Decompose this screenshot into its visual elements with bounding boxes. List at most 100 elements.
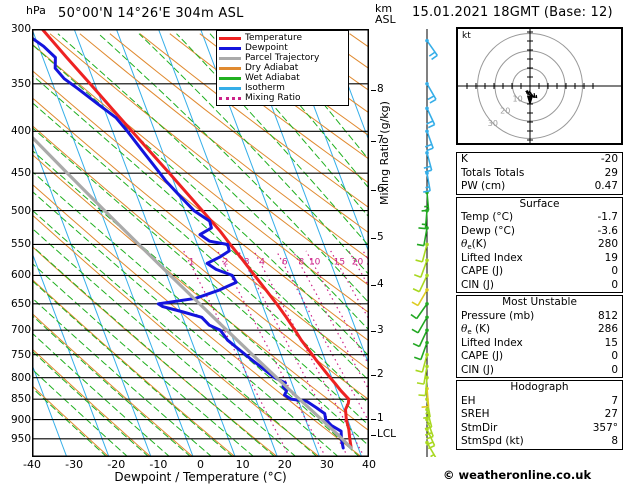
info-row-value: 27	[604, 408, 618, 420]
info-row-key: EH	[461, 394, 476, 407]
info-row-key: Lifted Index	[461, 336, 523, 349]
wind-barb	[416, 364, 429, 385]
lcl-label: LCL	[377, 428, 397, 440]
height-tick-label: 4	[377, 277, 384, 290]
info-row-value: 0	[611, 363, 618, 376]
height-tick	[371, 330, 376, 332]
height-tick-label: 5	[377, 231, 384, 244]
info-panel-surface: Surface Temp (°C) -1.7 Dewp (°C) -3.6 θe(K) 28…	[456, 196, 623, 293]
height-tick	[371, 284, 376, 286]
info-row-value: 286	[597, 323, 618, 335]
info-row-key: K	[461, 153, 468, 165]
temperature-tick-label: -10	[149, 458, 168, 471]
height-unit-line2: ASL	[375, 13, 396, 26]
info-row: SREH 27	[457, 408, 622, 422]
svg-text:8: 8	[299, 257, 305, 267]
info-row-value: 0	[611, 350, 618, 362]
info-row-value: -1.7	[597, 211, 619, 223]
legend-color-swatch	[219, 46, 241, 50]
info-row: Pressure (mb) 812	[457, 310, 622, 324]
wind-barb	[425, 38, 438, 61]
legend-item: Mixing Ratio	[219, 93, 346, 103]
info-row: Dewp (°C) -3.6	[457, 225, 622, 239]
xaxis-title: Dewpoint / Temperature (°C)	[114, 470, 287, 484]
pressure-tick-label: 400	[10, 125, 31, 138]
info-panel-title: Surface	[519, 197, 560, 210]
height-tick	[371, 419, 376, 421]
info-row-key: θe (K)	[461, 323, 491, 336]
svg-text:3: 3	[244, 257, 250, 267]
info-row: K -20	[457, 153, 622, 167]
info-row-key: Temp (°C)	[461, 211, 514, 223]
height-tick-label: 2	[377, 368, 384, 381]
pressure-tick-label: 850	[10, 393, 31, 406]
svg-text:15: 15	[334, 257, 345, 267]
info-row: StmSpd (kt) 8	[457, 435, 622, 449]
wind-barb	[411, 288, 429, 307]
svg-text:20: 20	[352, 257, 364, 267]
wind-barb	[425, 81, 437, 104]
legend-label: Parcel Trajectory	[245, 53, 320, 63]
info-row-key: θe(K)	[461, 238, 487, 251]
info-row: StmDir 357°	[457, 422, 622, 436]
info-row-value: -20	[600, 153, 618, 165]
wind-barb	[412, 328, 429, 348]
info-row-key: CIN (J)	[461, 363, 494, 376]
legend-label: Dewpoint	[245, 43, 288, 53]
datetime-label: 15.01.2021 18GMT (Base: 12)	[412, 5, 613, 20]
temperature-tick-label: 20	[277, 458, 292, 471]
svg-text:10: 10	[309, 257, 321, 267]
temperature-tick-label: -20	[107, 458, 126, 471]
pressure-tick-label: 800	[10, 371, 31, 384]
hodograph-plot: kt 10 20 30	[456, 22, 623, 150]
pressure-tick-label: 900	[10, 413, 31, 426]
svg-text:4: 4	[259, 257, 265, 267]
info-row: Temp (°C) -1.7	[457, 211, 622, 225]
legend-item: Isotherm	[219, 83, 346, 93]
pressure-tick-label: 350	[10, 77, 31, 90]
height-tick	[371, 189, 376, 191]
info-row-value: 0.47	[594, 180, 618, 192]
info-row-value: -3.6	[597, 224, 619, 237]
info-row: EH 7	[457, 395, 622, 409]
info-row-value: 357°	[592, 421, 618, 434]
info-row-value: 7	[611, 394, 618, 407]
legend-label: Isotherm	[245, 83, 285, 93]
info-row-value: 8	[611, 435, 618, 447]
legend-label: Wet Adiabat	[245, 73, 300, 83]
legend-color-swatch	[219, 86, 241, 90]
legend-item: Dry Adiabat	[219, 63, 346, 73]
legend-color-swatch	[219, 76, 241, 80]
info-row-key: StmSpd (kt)	[461, 435, 524, 447]
mixing-ratio-axis-label: Mixing Ratio (g/kg)	[378, 101, 391, 205]
info-row-key: StmDir	[461, 421, 498, 434]
legend-color-swatch	[219, 36, 241, 40]
info-row: Lifted Index 15	[457, 337, 622, 351]
info-panel-indices: K -20 Totals Totals 29 PW (cm) 0.47	[456, 152, 623, 195]
info-row: CAPE (J) 0	[457, 265, 622, 279]
pressure-tick-label: 600	[10, 269, 31, 282]
info-row: CAPE (J) 0	[457, 350, 622, 364]
hodograph-ring-label: 10	[513, 94, 523, 103]
info-row-key: Lifted Index	[461, 251, 523, 264]
info-row-key: SREH	[461, 408, 490, 420]
legend-color-swatch	[219, 96, 241, 100]
svg-text:6: 6	[282, 257, 288, 267]
wind-barb	[415, 352, 429, 373]
chart-legend: Temperature Dewpoint Parcel Trajectory Dry …	[216, 30, 349, 106]
legend-label: Dry Adiabat	[245, 63, 299, 73]
info-row-key: Totals Totals	[461, 166, 525, 179]
height-unit-label: km ASL	[375, 3, 396, 25]
info-row-value: 0	[611, 265, 618, 277]
height-tick	[371, 238, 376, 240]
info-row-key: CIN (J)	[461, 278, 494, 291]
height-tick	[371, 375, 376, 377]
pressure-unit-label: hPa	[26, 4, 46, 17]
info-row-key: Pressure (mb)	[461, 309, 535, 322]
wind-barb	[412, 273, 429, 293]
pressure-tick-label: 500	[10, 204, 31, 217]
info-row: Lifted Index 19	[457, 252, 622, 266]
info-row-key: CAPE (J)	[461, 350, 504, 362]
pressure-tick-label: 650	[10, 297, 31, 310]
wind-barb	[421, 190, 430, 212]
